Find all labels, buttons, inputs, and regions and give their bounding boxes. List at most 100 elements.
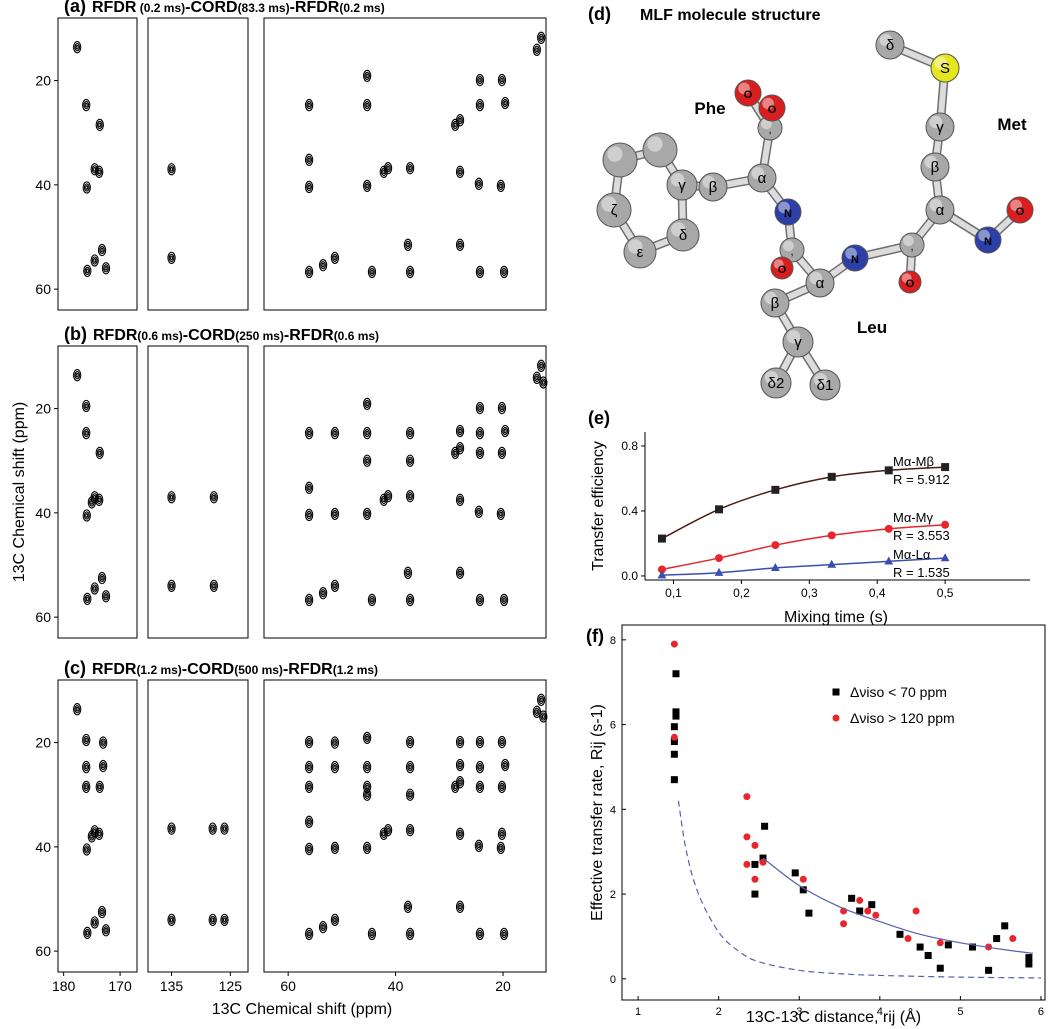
contour [532,371,542,384]
contour [458,831,462,837]
atom-highlight [809,271,823,285]
marker-circle [941,520,950,529]
y-tick-label: 8 [610,635,616,647]
contour [403,566,413,579]
peak [318,921,328,934]
peak [95,780,104,794]
panel-title-part: RFDR [93,327,138,344]
x-tick-label: 6 [1038,1006,1044,1018]
atom-highlight [762,97,774,110]
contour [168,581,175,591]
contour [304,927,314,941]
contour [87,830,97,843]
contour [407,492,413,501]
contour [474,505,484,518]
contour [89,498,95,507]
atom-label: , [910,241,913,253]
fit-curve [677,800,1041,979]
panel-label: (b) [64,324,87,344]
atom [875,30,905,60]
peak [304,153,314,166]
contour [84,403,88,409]
contour [167,251,176,265]
peak [304,842,314,856]
panel-title-part: (0.6 ms) [334,329,379,343]
peak [167,822,176,835]
atom [698,172,728,202]
contour [332,762,338,772]
contour [386,165,390,171]
peak [455,442,465,455]
contour [455,424,465,438]
atom-highlight [783,240,794,252]
contour [407,929,413,939]
contour [85,930,89,936]
contour [538,361,545,370]
contour [407,762,413,772]
marker-square [936,964,944,972]
contour [222,826,227,831]
legend-label: Mα-Mγ [893,510,934,525]
contour [383,824,393,837]
contour [365,735,369,741]
peak [532,705,542,718]
marker-circle [904,935,912,943]
peak [362,179,372,193]
peak [403,566,413,579]
contour [370,931,374,937]
contour [97,571,107,585]
contour [332,581,338,591]
atom-label: ζ [611,202,618,219]
atom-highlight [929,198,943,212]
atom [920,152,950,182]
peak [90,254,99,267]
contour [83,100,90,110]
panel-label: (f) [586,626,604,646]
contour [73,703,82,716]
marker-triangle [940,553,950,562]
contour [306,817,312,826]
marker-square [670,723,678,731]
contour [503,100,507,106]
contour [478,430,482,436]
contour [306,510,312,520]
peak [474,505,484,518]
marker-square [827,472,836,481]
contour [97,905,107,919]
contour [332,428,338,438]
contour [90,254,99,267]
marker-circle [884,524,893,533]
peak [209,491,219,504]
contour [84,764,88,770]
contour [534,373,540,382]
peak [405,162,415,175]
contour [212,583,216,589]
contour [91,918,98,927]
contour [499,403,505,413]
peak [405,593,415,607]
marker-triangle [714,567,724,576]
contour [332,253,338,263]
contour [475,593,485,607]
atom [898,270,922,294]
contour [478,450,482,456]
contour [498,509,504,519]
atom-highlight [764,291,778,305]
x-tick-label: 125 [219,978,243,994]
contour [318,587,328,600]
peak [497,446,507,460]
atom [1006,196,1034,224]
atom-label: O [744,89,753,101]
peak [73,369,82,382]
contour [333,430,337,436]
peak [87,830,97,843]
peak [499,265,509,279]
contour [330,251,340,265]
peak [304,180,314,194]
peak [497,735,507,749]
contour [167,163,176,176]
contour [85,185,89,190]
contour [362,454,372,467]
marker-circle [799,875,807,883]
contour [96,829,103,838]
